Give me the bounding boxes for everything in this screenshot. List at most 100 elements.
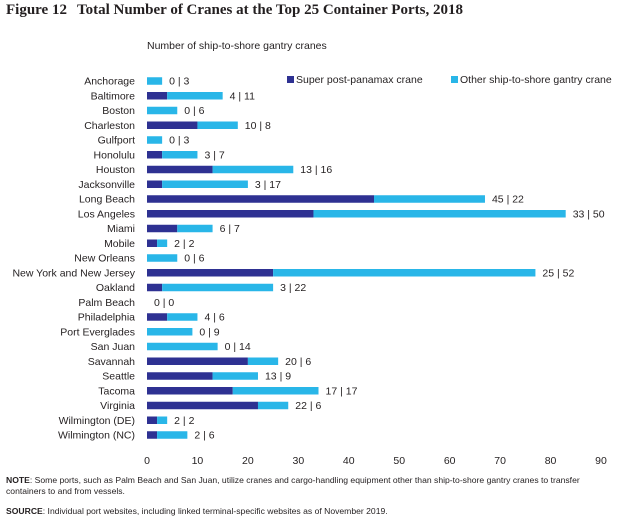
bar-super-post-panamax: [147, 283, 163, 292]
legend-swatch-super: [287, 76, 294, 83]
data-label: 4 | 6: [204, 312, 224, 324]
data-label: 2 | 2: [174, 415, 194, 427]
x-tick-label: 20: [242, 455, 254, 467]
bar-super-post-panamax: [147, 180, 163, 188]
x-tick-label: 80: [545, 455, 557, 467]
x-tick-label: 60: [444, 455, 456, 467]
bar-other-gantry: [313, 210, 566, 218]
category-label: Honolulu: [94, 149, 136, 161]
bar-other-gantry: [147, 328, 193, 336]
data-label: 0 | 6: [184, 253, 204, 265]
source-label: SOURCE: [6, 506, 43, 516]
category-label: Oakland: [96, 282, 135, 294]
bar-other-gantry: [167, 313, 198, 321]
category-label: Virginia: [100, 400, 135, 412]
category-label: Charleston: [84, 120, 135, 132]
x-tick-label: 30: [292, 455, 304, 467]
data-label: 25 | 52: [542, 267, 574, 279]
data-label: 4 | 11: [230, 90, 255, 102]
category-label: Houston: [96, 164, 135, 176]
bar-other-gantry: [167, 92, 223, 100]
legend: Super post-panamax crane Other ship-to-sh…: [287, 74, 612, 86]
category-label: Wilmington (DE): [59, 415, 135, 427]
bar-super-post-panamax: [147, 269, 274, 277]
bar-other-gantry: [212, 372, 258, 380]
note-text: : Some ports, such as Palm Beach and San…: [6, 475, 580, 496]
x-tick-label: 0: [144, 455, 150, 467]
x-tick-label: 70: [494, 455, 506, 467]
category-label: Seattle: [102, 371, 135, 383]
x-tick-label: 40: [343, 455, 355, 467]
category-label: Tacoma: [98, 385, 135, 397]
x-tick-label: 90: [595, 455, 607, 467]
data-label: 22 | 6: [295, 400, 321, 412]
data-label: 2 | 6: [194, 430, 214, 442]
bar-super-post-panamax: [147, 151, 163, 159]
bar-super-post-panamax: [147, 224, 178, 233]
category-label: Mobile: [104, 238, 135, 250]
category-label: Gulfport: [98, 135, 135, 147]
data-label: 0 | 14: [225, 341, 251, 353]
note: NOTE: Some ports, such as Palm Beach and…: [6, 475, 618, 497]
source: SOURCE: Individual port websites, includ…: [6, 506, 388, 516]
bar-other-gantry: [147, 254, 178, 262]
bar-super-post-panamax: [147, 401, 258, 410]
bar-other-gantry: [177, 224, 213, 233]
bar-super-post-panamax: [147, 431, 158, 439]
data-label: 10 | 8: [245, 120, 271, 132]
data-label: 2 | 2: [174, 238, 194, 250]
bar-other-gantry: [147, 77, 163, 85]
bar-other-gantry: [257, 401, 289, 410]
data-label: 13 | 16: [300, 164, 332, 176]
bar-super-post-panamax: [147, 357, 248, 365]
data-label: 0 | 6: [184, 105, 204, 117]
category-label: Wilmington (NC): [58, 430, 135, 442]
category-label: Philadelphia: [78, 312, 135, 324]
figure-label: Figure 12: [6, 2, 67, 18]
bar-other-gantry: [157, 431, 188, 439]
bar-other-gantry: [147, 342, 218, 351]
bar-other-gantry: [162, 180, 248, 188]
category-label: San Juan: [91, 341, 136, 353]
data-label: 6 | 7: [220, 223, 240, 235]
bar-other-gantry: [212, 165, 294, 174]
data-label: 20 | 6: [285, 356, 311, 368]
category-label: Savannah: [88, 356, 135, 368]
value-labels: 0 | 3 4 | 11 0 | 6 10 | 8 0 | 3 3 | 7 13 | 16 3…: [154, 76, 605, 442]
bar-other-gantry: [162, 151, 198, 159]
chart-title: Figure 12 Total Number of Cranes at the T…: [6, 2, 463, 19]
x-tick-label: 10: [192, 455, 204, 467]
note-label: NOTE: [6, 475, 30, 485]
data-label: 0 | 3: [169, 76, 189, 88]
bar-super-post-panamax: [147, 387, 233, 395]
data-label: 45 | 22: [492, 194, 524, 206]
bar-super-post-panamax: [147, 195, 374, 203]
x-tick-label: 50: [393, 455, 405, 467]
bar-other-gantry: [147, 106, 178, 115]
data-label: 0 | 3: [169, 135, 189, 147]
bar-super-post-panamax: [147, 239, 158, 247]
category-label: Los Angeles: [78, 208, 135, 220]
bar-super-post-panamax: [147, 121, 198, 129]
bar-other-gantry: [157, 416, 168, 424]
legend-label: Super post-panamax crane: [296, 74, 423, 86]
category-label: Palm Beach: [78, 297, 135, 309]
chart-subtitle: Number of ship-to-shore gantry cranes: [147, 40, 327, 52]
bar-super-post-panamax: [147, 416, 158, 424]
bar-other-gantry: [162, 283, 274, 292]
legend-label: Other ship-to-shore gantry crane: [460, 74, 612, 86]
bar-super-post-panamax: [147, 92, 168, 100]
category-label: Long Beach: [79, 194, 135, 206]
category-label: New York and New Jersey: [12, 267, 135, 279]
category-label: New Orleans: [74, 253, 135, 265]
bar-other-gantry: [232, 387, 319, 395]
bar-other-gantry: [157, 239, 168, 247]
bar-other-gantry: [147, 136, 163, 144]
data-label: 3 | 22: [280, 282, 306, 294]
category-label: Baltimore: [91, 90, 136, 102]
category-label: Miami: [107, 223, 135, 235]
data-label: 0 | 9: [199, 326, 219, 338]
bar-other-gantry: [374, 195, 485, 203]
bar-super-post-panamax: [147, 165, 213, 174]
bar-super-post-panamax: [147, 372, 213, 380]
